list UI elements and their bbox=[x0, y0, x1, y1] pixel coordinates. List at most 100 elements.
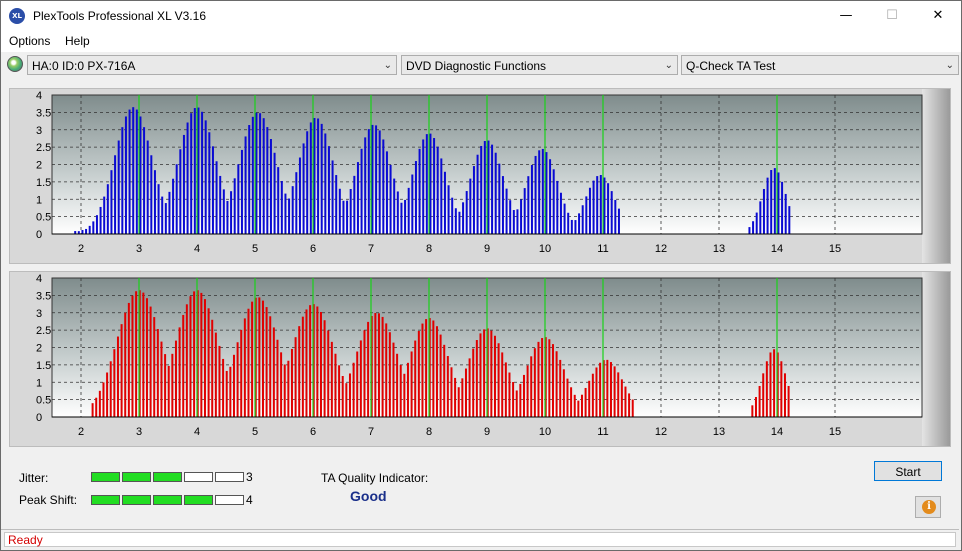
peak-shift-label: Peak Shift: bbox=[19, 493, 78, 507]
bar bbox=[179, 149, 182, 234]
bar bbox=[464, 368, 467, 417]
bar bbox=[509, 200, 512, 234]
bar bbox=[197, 107, 200, 234]
bar bbox=[102, 382, 105, 417]
bar bbox=[483, 329, 486, 417]
bar bbox=[327, 146, 330, 234]
bar bbox=[433, 138, 436, 234]
bar bbox=[375, 125, 378, 234]
bar bbox=[468, 358, 471, 417]
bar bbox=[95, 397, 98, 417]
bar bbox=[469, 178, 472, 234]
bar bbox=[787, 385, 790, 417]
close-button[interactable]: ✕ bbox=[932, 8, 944, 23]
bar bbox=[599, 174, 602, 234]
bar bbox=[338, 365, 341, 417]
y-tick-label: 1.5 bbox=[36, 360, 51, 372]
bar bbox=[567, 212, 570, 234]
meter-segment bbox=[215, 495, 244, 505]
bar bbox=[323, 320, 326, 417]
bar bbox=[505, 188, 508, 234]
bar bbox=[248, 125, 251, 234]
bar bbox=[185, 304, 188, 417]
bar bbox=[472, 166, 475, 234]
bar bbox=[404, 199, 407, 234]
bar bbox=[462, 202, 465, 234]
bar bbox=[236, 342, 239, 417]
bar bbox=[377, 313, 380, 417]
bar bbox=[770, 170, 773, 234]
bar bbox=[422, 139, 425, 234]
bar bbox=[425, 319, 428, 417]
bar bbox=[203, 299, 206, 417]
bar bbox=[128, 109, 131, 234]
bar bbox=[352, 362, 355, 417]
bar bbox=[109, 361, 112, 417]
bar bbox=[516, 209, 519, 234]
bar bbox=[494, 152, 497, 234]
bar bbox=[251, 116, 254, 234]
app-logo-icon: XL bbox=[9, 8, 25, 24]
start-button[interactable]: Start bbox=[874, 461, 942, 481]
bar bbox=[294, 337, 297, 417]
bar bbox=[599, 362, 602, 417]
test-select[interactable]: Q-Check TA Test ⌄ bbox=[681, 55, 959, 75]
bar bbox=[526, 365, 529, 417]
title-bar[interactable]: XL PlexTools Professional XL V3.16 — ☐ ✕ bbox=[1, 1, 961, 31]
bar bbox=[781, 181, 784, 234]
bar bbox=[174, 340, 177, 417]
menu-options[interactable]: Options bbox=[9, 34, 51, 48]
bar bbox=[240, 329, 243, 417]
bar bbox=[113, 349, 116, 417]
bar bbox=[501, 352, 504, 417]
bar bbox=[280, 181, 283, 234]
drive-select-value: HA:0 ID:0 PX-716A bbox=[32, 59, 136, 73]
y-tick-label: 1 bbox=[36, 194, 42, 206]
bar bbox=[580, 394, 583, 417]
bar bbox=[533, 348, 536, 417]
bar bbox=[367, 321, 370, 417]
bar bbox=[385, 151, 388, 234]
maximize-button[interactable]: ☐ bbox=[886, 8, 898, 23]
meter-segment bbox=[122, 472, 151, 482]
menu-help[interactable]: Help bbox=[65, 34, 90, 48]
bar bbox=[617, 208, 620, 234]
bar bbox=[196, 290, 199, 417]
bar bbox=[428, 318, 431, 417]
bar bbox=[139, 116, 142, 234]
function-select[interactable]: DVD Diagnostic Functions ⌄ bbox=[401, 55, 678, 75]
bar bbox=[515, 390, 518, 417]
bar bbox=[609, 362, 612, 417]
bar bbox=[124, 116, 127, 234]
bar bbox=[288, 198, 291, 234]
jitter-label: Jitter: bbox=[19, 471, 49, 485]
x-tick-label: 5 bbox=[252, 243, 258, 255]
info-button[interactable]: i bbox=[915, 496, 941, 518]
minimize-button[interactable]: — bbox=[839, 8, 853, 23]
bar bbox=[581, 205, 584, 234]
bar bbox=[396, 353, 399, 417]
bar bbox=[272, 327, 275, 417]
meter-segment bbox=[215, 472, 244, 482]
bar bbox=[324, 133, 327, 234]
bar bbox=[631, 399, 634, 417]
bar bbox=[544, 337, 547, 417]
bar bbox=[508, 372, 511, 417]
bar bbox=[370, 315, 373, 417]
bar bbox=[77, 231, 80, 234]
bar bbox=[353, 175, 356, 234]
x-tick-label: 4 bbox=[194, 426, 200, 438]
bar bbox=[563, 203, 566, 234]
bar bbox=[480, 145, 483, 234]
meter-segment bbox=[153, 472, 182, 482]
bar bbox=[243, 318, 246, 417]
bar bbox=[776, 352, 779, 417]
bar bbox=[574, 220, 577, 234]
drive-select[interactable]: HA:0 ID:0 PX-716A ⌄ bbox=[27, 55, 397, 75]
bar bbox=[164, 203, 167, 234]
bar bbox=[385, 323, 388, 417]
bar bbox=[407, 187, 410, 234]
bar bbox=[160, 341, 163, 417]
meter-segment bbox=[153, 495, 182, 505]
bar bbox=[316, 306, 319, 417]
